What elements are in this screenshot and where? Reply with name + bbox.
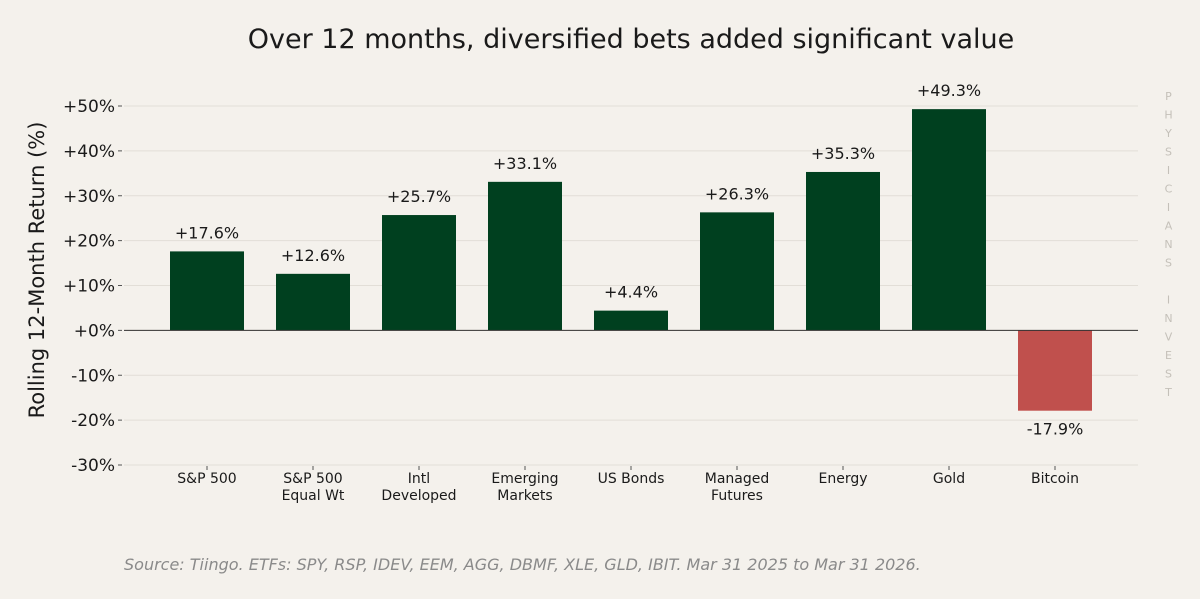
y-tick-label: +0% xyxy=(74,321,115,341)
watermark-letter: I xyxy=(1167,201,1171,214)
watermark-letter: S xyxy=(1165,257,1173,270)
watermark-letter: P xyxy=(1165,90,1173,103)
bars xyxy=(170,109,1092,411)
y-axis-ticks: -30% -20% -10% +0% +10% +20% +30% +40% +50% xyxy=(63,97,122,476)
chart-title: Over 12 months, diversified bets added s… xyxy=(248,24,1014,55)
x-tick-label: Energy xyxy=(818,471,867,487)
y-tick-label: +10% xyxy=(63,277,115,297)
y-axis-label: Rolling 12-Month Return (%) xyxy=(25,122,49,419)
x-tick-label: Futures xyxy=(711,488,763,504)
x-tick-label: Developed xyxy=(381,488,456,504)
y-tick-label: +20% xyxy=(63,232,115,252)
data-label: +25.7% xyxy=(387,187,451,206)
y-tick-label: -10% xyxy=(71,366,115,386)
bar xyxy=(170,251,244,331)
data-label: +49.3% xyxy=(917,81,981,100)
x-tick-label: Emerging xyxy=(491,471,558,487)
bar xyxy=(276,273,350,331)
data-label: +17.6% xyxy=(175,223,239,242)
bar xyxy=(806,171,880,331)
watermark-letter: H xyxy=(1164,109,1173,122)
y-tick-label: +40% xyxy=(63,142,115,162)
data-labels: +17.6% +12.6% +25.7% +33.1% +4.4% +26.3% +35.3… xyxy=(175,81,1083,439)
data-label: +26.3% xyxy=(705,184,769,203)
x-tick-label: Markets xyxy=(497,488,552,504)
bar xyxy=(594,310,668,331)
watermark-letter: C xyxy=(1165,183,1174,196)
watermark-letter: V xyxy=(1165,331,1174,344)
x-tick-label: Intl xyxy=(408,471,430,487)
x-tick-label: S&P 500 xyxy=(283,471,342,487)
y-tick-label: +30% xyxy=(63,187,115,207)
x-tick-label: US Bonds xyxy=(598,471,665,487)
bar xyxy=(1018,330,1092,411)
watermark-letter: S xyxy=(1165,146,1173,159)
watermark-letter: S xyxy=(1165,368,1173,381)
data-label: +12.6% xyxy=(281,246,345,265)
x-tick-label: S&P 500 xyxy=(177,471,236,487)
x-tick-label: Gold xyxy=(933,471,965,487)
watermark-letter: Y xyxy=(1164,127,1173,140)
y-tick-label: -20% xyxy=(71,411,115,431)
bar xyxy=(912,109,986,331)
y-tick-label: -30% xyxy=(71,456,115,476)
watermark-letter: N xyxy=(1164,238,1173,251)
watermark-letter: E xyxy=(1165,349,1173,362)
data-label: +4.4% xyxy=(604,283,658,302)
data-label: -17.9% xyxy=(1027,420,1084,439)
watermark-letter: I xyxy=(1167,294,1171,307)
data-label: +33.1% xyxy=(493,154,557,173)
y-tick-label: +50% xyxy=(63,97,115,117)
bar xyxy=(700,212,774,331)
source-note: Source: Tiingo. ETFs: SPY, RSP, IDEV, EE… xyxy=(124,555,921,574)
watermark-letter: N xyxy=(1164,312,1173,325)
data-label: +35.3% xyxy=(811,144,875,163)
watermark-letter: A xyxy=(1165,220,1174,233)
watermark-letter: T xyxy=(1164,386,1173,399)
x-tick-label: Equal Wt xyxy=(282,488,345,504)
watermark-letter: I xyxy=(1167,164,1171,177)
x-tick-label: Bitcoin xyxy=(1031,471,1079,487)
x-tick-label: Managed xyxy=(705,471,770,487)
bar xyxy=(382,215,456,331)
bar xyxy=(488,181,562,331)
